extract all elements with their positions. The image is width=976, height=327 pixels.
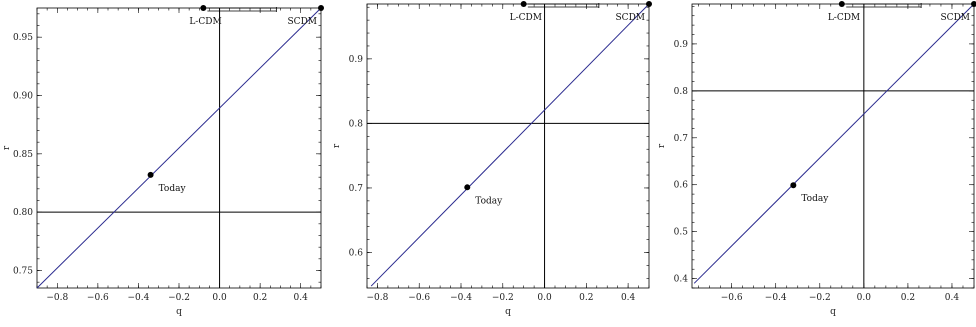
x-tick-label: 0.4 <box>945 293 960 303</box>
point-l-cdm <box>520 1 527 7</box>
trend-line <box>370 3 650 287</box>
point-scdm <box>318 5 324 11</box>
x-tick-label: −0.6 <box>87 293 109 303</box>
x-axis-label: q <box>176 307 182 317</box>
chart-panel-3: −0.6 −0.4 −0.2 0.0 0.2 0.4 0.4 0.5 0.6 0.7 0.8 0.9 q… <box>657 1 976 317</box>
x-tick-label: −0.4 <box>765 293 787 303</box>
x-tick-label: −0.6 <box>721 293 743 303</box>
x-tick-label: −0.4 <box>127 293 149 303</box>
x-tick-label: 0.0 <box>537 293 552 303</box>
point-l-cdm <box>838 1 845 7</box>
point-label-l-cdm: L-CDM <box>189 17 221 27</box>
x-axis-label: q <box>830 307 836 317</box>
point-today <box>464 184 471 191</box>
plot-frame <box>366 3 650 289</box>
y-tick-label: 0.9 <box>674 40 689 50</box>
y-axis-label: r <box>657 143 667 148</box>
point-label-today: Today <box>159 184 187 194</box>
y-tick-label: 0.6 <box>349 249 364 259</box>
y-tick-label: 0.4 <box>674 275 689 285</box>
x-tick-label: −0.8 <box>46 293 68 303</box>
x-tick-label: 0.2 <box>253 293 267 303</box>
x-tick-label: 0.2 <box>579 293 593 303</box>
point-today <box>147 171 154 178</box>
point-label-scdm: SCDM <box>941 13 970 23</box>
point-label-l-cdm: L-CDM <box>828 13 860 23</box>
point-scdm <box>646 1 652 7</box>
point-label-today: Today <box>801 194 829 204</box>
point-label-scdm: SCDM <box>616 13 645 23</box>
x-tick-label: 0.0 <box>857 293 872 303</box>
x-tick-label: −0.6 <box>408 293 430 303</box>
x-tick-label: −0.2 <box>168 293 190 303</box>
x-tick-label: −0.4 <box>450 293 472 303</box>
point-scdm <box>971 1 976 7</box>
y-tick-label: 0.8 <box>674 87 689 97</box>
y-tick-label: 0.6 <box>674 181 689 191</box>
x-tick-label: −0.2 <box>492 293 514 303</box>
x-tick-label: 0.4 <box>621 293 636 303</box>
trend-line <box>693 3 975 284</box>
point-label-scdm: SCDM <box>288 17 317 27</box>
point-today <box>790 182 797 189</box>
y-tick-label: 0.8 <box>349 119 364 129</box>
point-l-cdm <box>200 5 207 11</box>
y-axis-label: r <box>332 143 342 148</box>
chart-panel-1: −0.8 −0.6 −0.4 −0.2 0.0 0.2 0.4 0.75 0.80 0.85 0.9… <box>2 5 324 317</box>
y-tick-label: 0.85 <box>13 150 33 160</box>
point-label-l-cdm: L-CDM <box>510 13 542 23</box>
x-tick-label: 0.2 <box>901 293 915 303</box>
y-tick-label: 0.7 <box>674 134 689 144</box>
x-axis-label: q <box>505 307 511 317</box>
chart-panel-2: −0.8 −0.6 −0.4 −0.2 0.0 0.2 0.4 0.6 0.7 0.8 0.9 q r T… <box>332 1 652 317</box>
x-tick-label: 0.0 <box>212 293 227 303</box>
y-tick-label: 0.7 <box>349 184 364 194</box>
y-axis-label: r <box>2 145 12 150</box>
y-tick-label: 0.5 <box>674 228 689 238</box>
y-tick-label: 0.80 <box>13 208 33 218</box>
point-label-today: Today <box>475 196 503 206</box>
y-tick-label: 0.95 <box>13 33 33 43</box>
y-tick-label: 0.9 <box>349 55 364 65</box>
plot-frame <box>691 3 975 289</box>
trend-line <box>36 7 322 289</box>
x-tick-label: −0.8 <box>367 293 389 303</box>
y-tick-label: 0.90 <box>13 92 33 102</box>
x-tick-label: 0.4 <box>294 293 309 303</box>
y-tick-label: 0.75 <box>13 267 33 277</box>
x-tick-label: −0.2 <box>809 293 831 303</box>
